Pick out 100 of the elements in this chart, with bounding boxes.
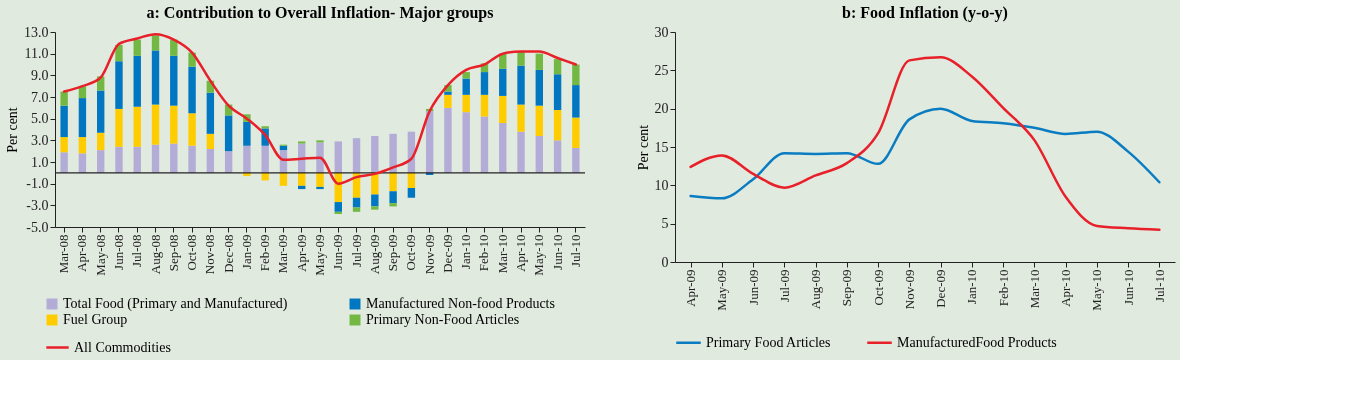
bar <box>261 126 269 129</box>
bar <box>444 91 452 95</box>
x-tick-label: May-10 <box>1089 269 1105 311</box>
y-tick-label: 15 <box>654 139 669 155</box>
x-tick-label: Jul-09 <box>348 234 364 267</box>
y-axis-title: Per cent <box>635 124 651 171</box>
x-tick-label: Feb-10 <box>995 269 1011 307</box>
bar <box>243 172 251 177</box>
x-tick-label: Mar-10 <box>494 234 510 274</box>
line-series <box>62 32 578 185</box>
bar <box>151 35 160 51</box>
x-tick-label: Aug-08 <box>147 234 163 275</box>
y-tick-label: -5.0 <box>26 219 49 235</box>
bar <box>261 172 269 181</box>
bar <box>96 132 105 151</box>
bar <box>444 94 452 108</box>
bar <box>115 61 123 109</box>
bar <box>352 138 361 173</box>
y-tick-label: 20 <box>654 101 669 117</box>
bar <box>371 136 379 173</box>
x-tick-label: Jul-10 <box>567 234 583 267</box>
bar <box>133 106 141 147</box>
bar <box>517 65 525 105</box>
y-tick-label: 25 <box>654 62 669 78</box>
bar <box>389 133 397 173</box>
bar <box>535 136 544 173</box>
legend-label: Primary Non-Food Articles <box>366 312 520 327</box>
bar <box>60 137 68 153</box>
chart-title: a: Contribution to Overall Inflation- Major groups <box>146 4 494 22</box>
y-axis-title: Per cent <box>5 107 20 153</box>
x-tick-label: Jun-10 <box>1120 269 1136 305</box>
bar <box>151 104 160 145</box>
bar <box>115 45 123 62</box>
bar <box>188 66 196 114</box>
bar <box>151 50 160 105</box>
x-tick-label: Sep-09 <box>385 234 401 272</box>
bar <box>316 172 324 187</box>
bar <box>206 133 215 149</box>
x-tick-label: Jan-10 <box>458 234 474 270</box>
bar <box>60 105 68 138</box>
bar <box>517 131 525 173</box>
bar <box>334 141 342 173</box>
x-tick-label: Oct-09 <box>403 234 419 271</box>
bar <box>334 202 342 212</box>
y-tick-label: 1.0 <box>31 154 49 170</box>
bar <box>553 74 562 110</box>
bar <box>60 152 68 173</box>
bar <box>78 153 87 173</box>
bar <box>371 194 379 207</box>
bar <box>553 140 562 173</box>
y-tick-label: -3.0 <box>26 197 49 213</box>
bar <box>243 145 251 173</box>
y-tick-label: 5 <box>661 216 669 232</box>
bar <box>188 113 196 146</box>
bar <box>96 90 105 133</box>
bar <box>535 69 544 106</box>
x-tick-label: Apr-10 <box>1058 269 1074 307</box>
x-tick-label: Apr-09 <box>293 234 309 272</box>
x-tick-label: Sep-09 <box>839 269 855 307</box>
legend-label: ManufacturedFood Products <box>897 334 1057 350</box>
bar <box>535 105 544 136</box>
bar <box>480 72 489 95</box>
y-tick-label: 9.0 <box>31 67 49 83</box>
x-tick-label: Apr-08 <box>74 234 90 272</box>
x-tick-label: Dec-09 <box>439 234 455 273</box>
bar <box>115 108 123 147</box>
bar <box>115 146 123 173</box>
bar <box>462 112 470 173</box>
bar <box>316 186 324 190</box>
y-tick-label: 0 <box>661 254 669 270</box>
line-series <box>689 107 1161 200</box>
legend-label: All Commodities <box>74 339 171 355</box>
x-tick-label: Nov-09 <box>421 234 437 275</box>
bar <box>133 146 141 173</box>
y-tick-label: 3.0 <box>31 132 49 148</box>
x-tick-label: Oct-08 <box>184 234 200 271</box>
bar <box>151 144 160 173</box>
bar <box>188 145 196 173</box>
bar <box>553 59 562 75</box>
bar <box>133 39 141 56</box>
y-tick-label: 7.0 <box>31 89 49 105</box>
x-tick-label: Dec-09 <box>933 269 949 308</box>
x-tick-label: Aug-09 <box>808 269 824 310</box>
bar <box>206 92 215 134</box>
x-tick-label: Apr-10 <box>513 234 529 272</box>
bar <box>261 145 269 173</box>
bar <box>444 107 452 173</box>
x-tick-label: Aug-09 <box>366 234 382 275</box>
bar <box>499 95 507 123</box>
chart-title: b: Food Inflation (y-o-y) <box>842 4 1008 22</box>
bar <box>224 115 233 152</box>
bar <box>572 85 580 118</box>
bar <box>462 94 470 113</box>
x-tick-label: Jul-10 <box>1151 269 1167 302</box>
bar <box>96 150 105 173</box>
x-tick-label: Jun-10 <box>549 234 565 270</box>
bar <box>298 141 306 144</box>
x-tick-label: Feb-10 <box>476 234 492 272</box>
legend-label: Fuel Group <box>63 312 128 327</box>
x-tick-label: Nov-09 <box>901 269 917 310</box>
